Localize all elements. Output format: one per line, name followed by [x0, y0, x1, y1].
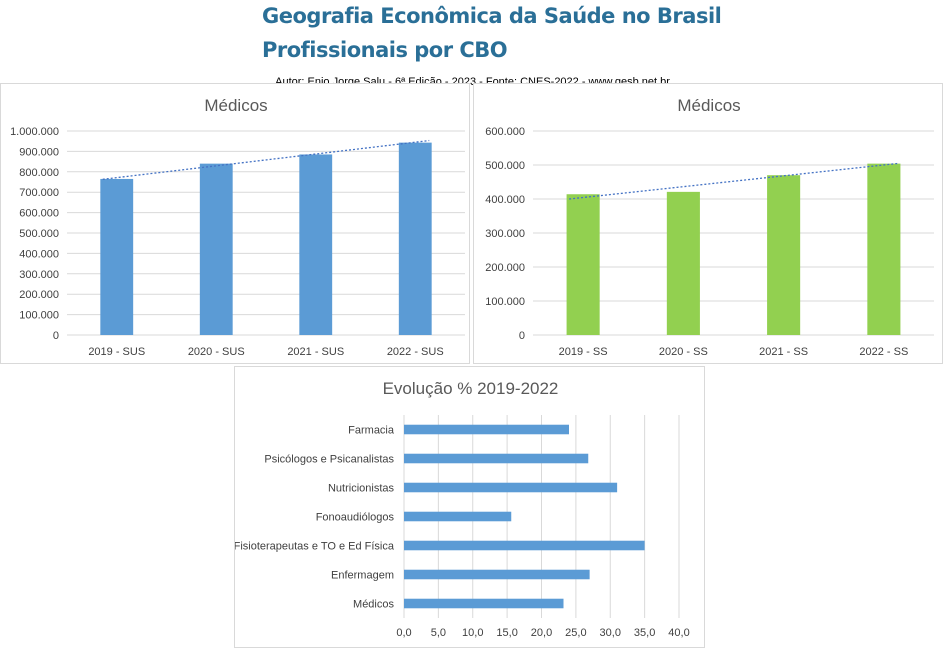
y-tick-label: 300.000 [485, 228, 525, 240]
x-tick-label: 5,0 [431, 627, 446, 639]
bar [767, 175, 801, 335]
bar [404, 598, 564, 609]
y-tick-label: 700.000 [19, 187, 59, 199]
bar [404, 453, 589, 464]
chart-panel-sus: Médicos 0 100.000 200.000 300.000 400.000 500.… [0, 83, 470, 364]
bar [867, 163, 901, 335]
y-tick-label: 0 [53, 330, 59, 342]
bar [398, 142, 432, 335]
bar [666, 191, 700, 335]
chart-ss: Médicos 0 100.000 200.000 300.000 400.000 500.… [485, 96, 934, 358]
bar [199, 163, 233, 335]
y-tick-label: 500.000 [485, 160, 525, 172]
y-tick-label: 400.000 [485, 194, 525, 206]
x-tick-label: 2021 - SUS [287, 346, 344, 358]
x-tick-label: 25,0 [565, 627, 586, 639]
y-tick-label: 600.000 [485, 126, 525, 138]
x-tick-label: 20,0 [531, 627, 552, 639]
y-tick-label: 900.000 [19, 146, 59, 158]
y-tick-label: 800.000 [19, 167, 59, 179]
x-tick-label: 2019 - SUS [88, 346, 145, 358]
x-tick-label: 2022 - SS [859, 346, 908, 358]
bar [566, 194, 600, 335]
y-tick-label: 100.000 [19, 310, 59, 322]
bar [404, 540, 645, 551]
y-tick-label: Médicos [353, 599, 394, 611]
x-tick-label: 2020 - SUS [188, 346, 245, 358]
x-tick-label: 2022 - SUS [387, 346, 444, 358]
bar [404, 424, 569, 435]
chart-panel-ss: Médicos 0 100.000 200.000 300.000 400.000 500.… [473, 83, 943, 364]
trendline [569, 162, 898, 200]
y-tick-label: 400.000 [19, 248, 59, 260]
y-tick-label: 1.000.000 [10, 126, 59, 138]
bar [404, 569, 590, 580]
y-tick-label: 100.000 [485, 296, 525, 308]
x-tick-label: 2021 - SS [759, 346, 808, 358]
x-tick-label: 30,0 [600, 627, 621, 639]
y-tick-label: 200.000 [19, 289, 59, 301]
chart-panel-evolucao: Evolução % 2019-2022 0,0 5,0 10,0 15,0 20,0 25… [234, 366, 705, 648]
y-tick-label: Enfermagem [331, 570, 394, 582]
bar [404, 511, 512, 522]
y-tick-label: 300.000 [19, 269, 59, 281]
x-tick-label: 10,0 [462, 627, 483, 639]
x-tick-label: 35,0 [634, 627, 655, 639]
y-tick-label: 600.000 [19, 208, 59, 220]
bar [404, 482, 618, 493]
y-tick-label: Farmacia [348, 425, 395, 437]
y-tick-label: 0 [519, 330, 525, 342]
x-tick-label: 2020 - SS [659, 346, 708, 358]
chart-title: Médicos [677, 96, 740, 115]
trendline [102, 139, 430, 180]
chart-title: Médicos [204, 96, 267, 115]
y-tick-label: Fisioterapeutas e TO e Ed Física [235, 541, 395, 553]
bar [100, 178, 134, 335]
bar [299, 154, 333, 335]
chart-sus: Médicos 0 100.000 200.000 300.000 400.000 500.… [10, 96, 465, 358]
x-tick-label: 2019 - SS [559, 346, 608, 358]
y-tick-label: Fonoaudiólogos [316, 512, 395, 524]
page-subtitle: Profissionais por CBO [262, 38, 508, 62]
chart-title: Evolução % 2019-2022 [383, 379, 559, 398]
chart-evolucao: Evolução % 2019-2022 0,0 5,0 10,0 15,0 20,0 25… [235, 379, 690, 639]
y-tick-label: 500.000 [19, 228, 59, 240]
x-tick-label: 40,0 [668, 627, 689, 639]
y-tick-label: Nutricionistas [328, 483, 395, 495]
page-title: Geografia Econômica da Saúde no Brasil [262, 4, 722, 28]
y-tick-label: Psicólogos e Psicanalistas [264, 454, 394, 466]
y-tick-label: 200.000 [485, 262, 525, 274]
x-tick-label: 0,0 [396, 627, 411, 639]
x-tick-label: 15,0 [496, 627, 517, 639]
